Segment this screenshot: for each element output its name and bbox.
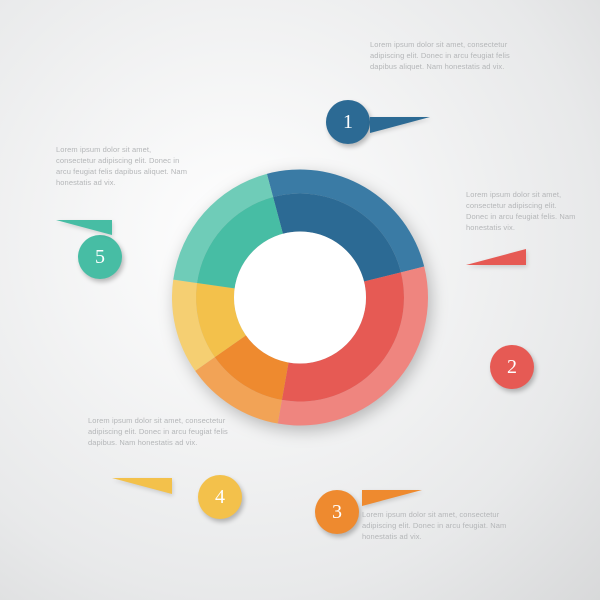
badge-5: 5 <box>78 235 122 279</box>
badge-2: 2 <box>490 345 534 389</box>
donut-chart <box>165 163 435 438</box>
text-block-5: Lorem ipsum dolor sit amet, consectetur … <box>56 145 191 189</box>
wedge-2 <box>466 249 526 265</box>
text-block-4: Lorem ipsum dolor sit amet, consectetur … <box>88 416 233 449</box>
badge-3: 3 <box>315 490 359 534</box>
badge-number: 2 <box>507 356 517 379</box>
wedge-3 <box>362 490 422 506</box>
badge-number: 5 <box>95 246 105 269</box>
text-block-2: Lorem ipsum dolor sit amet, consectetur … <box>466 190 581 234</box>
badge-number: 1 <box>343 111 353 134</box>
badge-1: 1 <box>326 100 370 144</box>
wedge-5 <box>56 220 112 235</box>
badge-number: 4 <box>215 486 225 509</box>
badge-number: 3 <box>332 501 342 524</box>
infographic-stage: 1 Lorem ipsum dolor sit amet, consectetur… <box>0 0 600 600</box>
text-block-3: Lorem ipsum dolor sit amet, consectetur … <box>362 510 522 543</box>
wedge-1 <box>370 117 430 133</box>
badge-4: 4 <box>198 475 242 519</box>
text-block-1: Lorem ipsum dolor sit amet, consectetur … <box>370 40 535 73</box>
donut-svg <box>165 163 435 433</box>
wedge-4 <box>112 478 172 494</box>
